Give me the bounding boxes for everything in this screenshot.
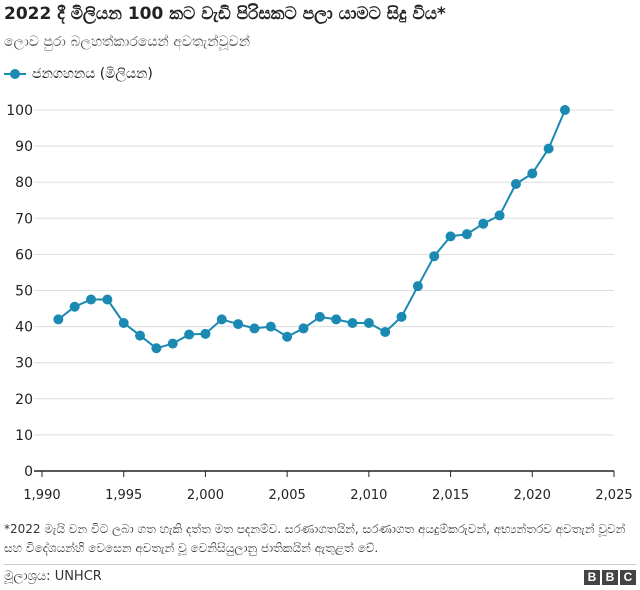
bbc-logo-letter-2: B [602,570,618,585]
data-point [216,314,227,325]
data-point [527,168,538,179]
data-point [559,105,570,115]
data-point [282,331,293,342]
chart-title: 2022 දී මිලියන 100 කට වැඩි පිරිසකට පලා ය… [4,4,446,24]
data-point [86,294,97,305]
y-tick-label: 0 [24,464,33,480]
y-tick-label: 60 [15,247,33,263]
data-point [249,323,260,334]
x-tick-label: 2,000 [187,488,224,503]
data-point [102,294,113,305]
line-chart: 0 10 20 30 40 50 60 70 80 90 100 1,990 1,995 2,000 2,… [6,103,632,503]
legend-marker [4,68,26,80]
bbc-logo: B B C [584,570,636,585]
y-tick-label: 30 [15,356,33,372]
bbc-logo-letter-3: C [620,570,636,585]
data-point [314,311,325,322]
legend-label: ජනගහනය (මිලියන) [32,66,153,82]
data-point [543,143,554,154]
data-point [429,251,440,262]
data-point [53,314,64,325]
y-tick-label: 80 [15,175,33,191]
data-point [151,343,162,354]
legend: ජනගහනය (මිලියන) [4,66,153,82]
y-tick-label: 70 [15,211,33,227]
data-point [331,314,342,325]
divider [4,564,636,565]
data-point [118,317,129,328]
y-tick-label: 50 [15,284,33,300]
x-tick-label: 2,010 [350,488,387,503]
source: මූලාශ්‍රය: UNHCR [4,569,102,584]
data-point [167,338,178,349]
footnote: *2022 මැයි වන විට ලබා ගත හැකි දත්ත මත පද… [4,522,626,555]
y-tick-label: 40 [15,320,33,336]
data-point [510,179,521,190]
y-tick-label: 20 [15,392,33,408]
bbc-logo-letter-1: B [584,570,600,585]
x-tick-label: 2,005 [269,488,306,503]
y-tick-label: 100 [6,103,33,119]
data-point [233,319,244,330]
chart-subtitle: ලොව පුරා බලහත්කාරයෙන් අවතැන්වූවන් [4,34,251,50]
data-point [298,323,309,334]
x-tick-label: 2,015 [432,488,469,503]
x-tick-label: 2,025 [595,488,632,503]
data-point [69,301,80,312]
data-point [347,317,358,328]
x-tick-label: 1,995 [105,488,142,503]
data-point [478,218,489,229]
y-tick-label: 90 [15,139,33,155]
data-point [461,229,472,240]
data-point [380,327,391,338]
data-point [396,311,407,322]
data-point [200,328,211,339]
x-tick-label: 1,990 [23,488,60,503]
data-point [265,321,276,332]
data-point [363,317,374,328]
x-tick-label: 2,020 [514,488,551,503]
data-point [494,210,505,221]
y-tick-label: 10 [15,428,33,444]
data-point [135,330,146,341]
data-point [445,231,456,242]
data-point [184,329,195,340]
data-point [412,281,423,292]
